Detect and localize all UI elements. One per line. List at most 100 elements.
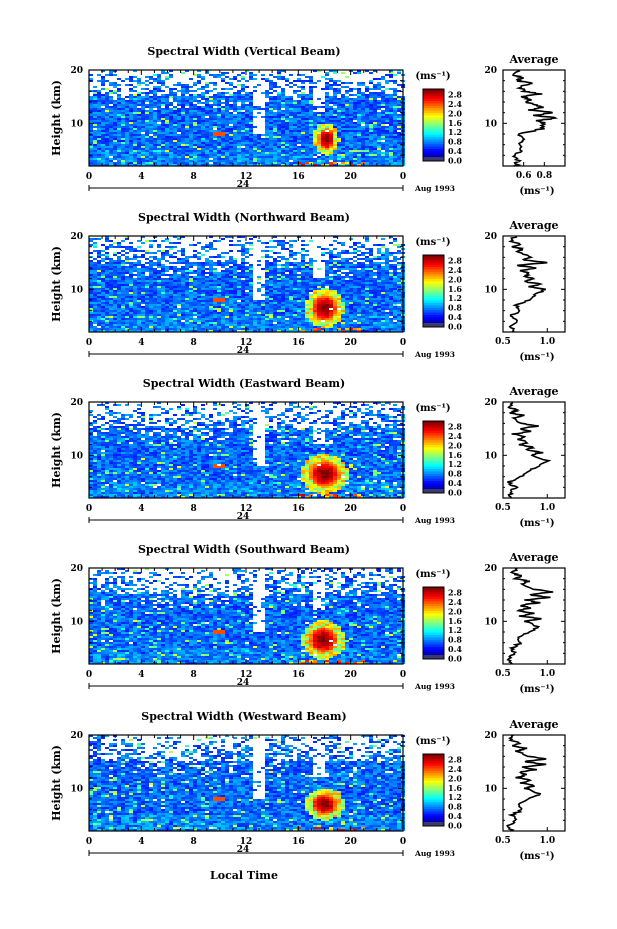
heatmap-cell bbox=[173, 132, 177, 134]
heatmap-cell bbox=[109, 84, 113, 86]
heatmap-cell bbox=[97, 124, 101, 126]
heatmap-cell bbox=[337, 136, 341, 138]
heatmap-cell bbox=[157, 292, 161, 294]
heatmap-cell bbox=[201, 88, 205, 90]
heatmap-cell bbox=[265, 142, 269, 144]
heatmap-cell bbox=[237, 278, 241, 280]
heatmap-cell bbox=[141, 300, 145, 302]
heatmap-cell bbox=[297, 264, 301, 266]
heatmap-cell bbox=[141, 156, 145, 158]
heatmap-cell bbox=[385, 88, 389, 90]
heatmap-cell bbox=[345, 138, 349, 140]
heatmap-cell bbox=[365, 296, 369, 298]
heatmap-cell bbox=[181, 110, 185, 112]
heatmap-cell bbox=[381, 162, 385, 164]
heatmap-cell bbox=[393, 284, 397, 286]
heatmap-cell bbox=[269, 160, 273, 162]
heatmap-cell bbox=[209, 136, 213, 138]
heatmap-cell bbox=[393, 116, 397, 118]
heatmap-cell bbox=[213, 124, 217, 126]
heatmap-cell bbox=[169, 280, 173, 282]
heatmap-cell bbox=[353, 274, 357, 276]
heatmap-cell bbox=[397, 282, 401, 284]
heatmap-cell bbox=[97, 290, 101, 292]
heatmap-cell bbox=[397, 280, 401, 282]
heatmap-cell bbox=[397, 246, 401, 248]
heatmap-cell bbox=[293, 164, 297, 166]
heatmap-cell bbox=[265, 106, 269, 108]
heatmap-cell bbox=[245, 116, 249, 118]
heatmap-cell bbox=[181, 148, 185, 150]
heatmap-cell bbox=[281, 286, 285, 288]
heatmap-cell bbox=[293, 138, 297, 140]
heatmap-cell bbox=[365, 140, 369, 142]
heatmap-cell bbox=[361, 116, 365, 118]
heatmap-cell bbox=[169, 140, 173, 142]
heatmap-cell bbox=[233, 104, 237, 106]
heatmap-cell bbox=[321, 120, 325, 122]
heatmap-cell bbox=[137, 140, 141, 142]
heatmap-cell bbox=[301, 154, 305, 156]
heatmap-cell bbox=[173, 162, 177, 164]
heatmap-cell bbox=[389, 162, 393, 164]
heatmap-cell bbox=[177, 108, 181, 110]
heatmap-cell bbox=[145, 270, 149, 272]
heatmap-cell bbox=[89, 264, 93, 266]
heatmap-cell bbox=[325, 158, 329, 160]
heatmap-cell bbox=[125, 96, 129, 98]
heatmap-cell bbox=[169, 124, 173, 126]
heatmap-cell bbox=[289, 264, 293, 266]
heatmap-cell bbox=[241, 254, 245, 256]
heatmap-cell bbox=[233, 122, 237, 124]
heatmap-cell bbox=[133, 148, 137, 150]
heatmap-cell bbox=[233, 142, 237, 144]
heatmap-cell bbox=[381, 238, 385, 240]
heatmap-cell bbox=[377, 148, 381, 150]
heatmap-cell bbox=[113, 126, 117, 128]
heatmap-cell bbox=[265, 104, 269, 106]
heatmap-cell bbox=[285, 154, 289, 156]
heatmap-cell bbox=[241, 148, 245, 150]
colorbar-band bbox=[423, 115, 444, 119]
heatmap-cell bbox=[385, 134, 389, 136]
heatmap-cell bbox=[161, 132, 165, 134]
heatmap-cell bbox=[181, 106, 185, 108]
heatmap-cell bbox=[93, 92, 97, 94]
heatmap-cell bbox=[277, 154, 281, 156]
heatmap-cell bbox=[389, 88, 393, 90]
heatmap-cell bbox=[397, 84, 401, 86]
y-tick-label: 10 bbox=[70, 119, 83, 129]
heatmap-cell bbox=[97, 120, 101, 122]
heatmap-cell bbox=[237, 132, 241, 134]
heatmap-cell bbox=[221, 286, 225, 288]
heatmap-cell bbox=[97, 96, 101, 98]
heatmap-cell bbox=[205, 156, 209, 158]
heatmap-cell bbox=[273, 282, 277, 284]
heatmap-cell bbox=[165, 154, 169, 156]
heatmap-cell bbox=[357, 294, 361, 296]
heatmap-cell bbox=[373, 124, 377, 126]
heatmap-cell bbox=[393, 240, 397, 242]
heatmap-cell bbox=[225, 292, 229, 294]
heatmap-cell bbox=[397, 106, 401, 108]
heatmap-cell bbox=[129, 272, 133, 274]
heatmap-cell bbox=[149, 280, 153, 282]
heatmap-cell bbox=[189, 282, 193, 284]
heatmap-cell bbox=[117, 104, 121, 106]
heatmap-cell bbox=[213, 94, 217, 96]
heatmap-cell bbox=[205, 298, 209, 300]
heatmap-cell bbox=[229, 140, 233, 142]
heatmap-cell bbox=[185, 92, 189, 94]
heatmap-cell bbox=[393, 244, 397, 246]
heatmap-cell bbox=[369, 96, 373, 98]
heatmap-cell bbox=[373, 108, 377, 110]
heatmap-cell bbox=[273, 152, 277, 154]
heatmap-cell bbox=[261, 74, 265, 76]
heatmap-cell bbox=[209, 274, 213, 276]
heatmap-cell bbox=[333, 292, 337, 294]
heatmap-cell bbox=[109, 296, 113, 298]
heatmap-cell bbox=[129, 250, 133, 252]
heatmap-cell bbox=[185, 86, 189, 88]
heatmap-cell bbox=[389, 148, 393, 150]
heatmap-cell bbox=[389, 288, 393, 290]
